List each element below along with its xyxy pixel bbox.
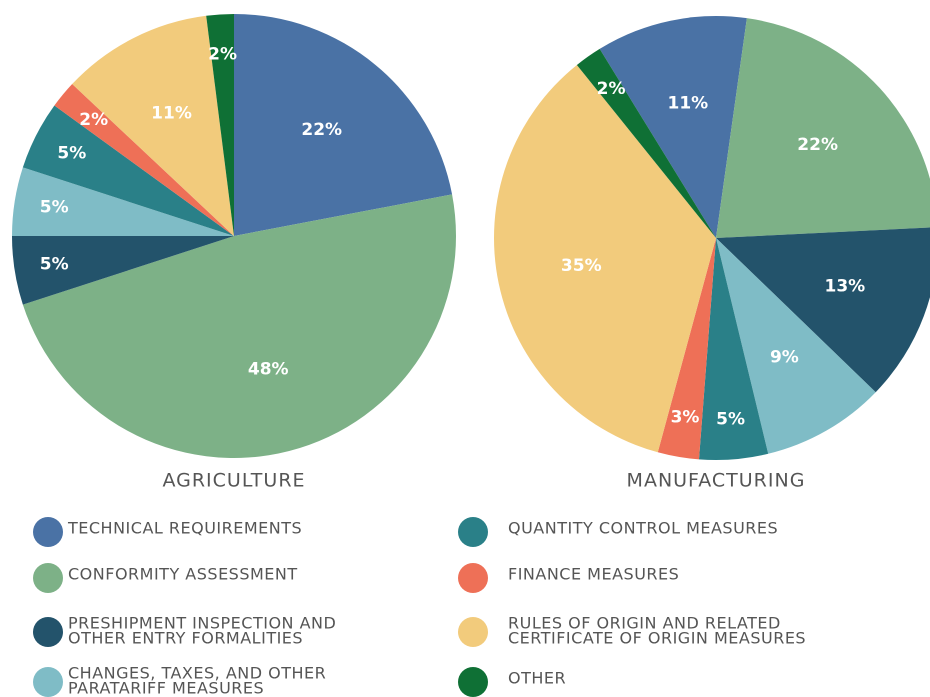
legend-swatch bbox=[33, 563, 63, 593]
pie-slice bbox=[234, 14, 453, 236]
legend-swatch bbox=[458, 517, 488, 547]
data-label: 11% bbox=[151, 103, 192, 123]
legend-label: CERTIFICATE OF ORIGIN MEASURES bbox=[508, 629, 806, 648]
data-label: 48% bbox=[248, 359, 289, 379]
pie-slice bbox=[54, 84, 235, 236]
legend-label: CHANGES, TAXES, AND OTHER bbox=[68, 664, 326, 683]
data-label: 2% bbox=[208, 44, 237, 64]
legend-swatch bbox=[458, 617, 488, 647]
data-label: 9% bbox=[770, 347, 799, 367]
legend-label: TECHNICAL REQUIREMENTS bbox=[67, 519, 302, 538]
chart-title: MANUFACTURING bbox=[627, 470, 806, 492]
data-label: 35% bbox=[561, 256, 602, 276]
pie-slice bbox=[494, 64, 716, 453]
data-label: 2% bbox=[79, 110, 108, 130]
legend-swatch bbox=[33, 517, 63, 547]
legend-label: QUANTITY CONTROL MEASURES bbox=[508, 519, 778, 538]
data-label: 5% bbox=[716, 409, 745, 429]
legend-swatch bbox=[458, 667, 488, 697]
pie-slice bbox=[716, 227, 930, 393]
data-label: 11% bbox=[668, 93, 709, 113]
pie-slice bbox=[72, 15, 234, 237]
legend-swatch bbox=[33, 617, 63, 647]
pie-slice bbox=[716, 18, 930, 238]
pie-slice bbox=[657, 238, 716, 460]
data-label: 5% bbox=[57, 143, 86, 163]
legend-label: RULES OF ORIGIN AND RELATED bbox=[508, 614, 781, 633]
pie-slice bbox=[716, 238, 876, 454]
pie-slice bbox=[12, 236, 234, 305]
data-label: 5% bbox=[40, 198, 69, 218]
data-label: 2% bbox=[597, 79, 626, 99]
data-label: 13% bbox=[824, 276, 865, 296]
data-label: 22% bbox=[301, 120, 342, 140]
pie-slice bbox=[599, 15, 747, 239]
pie-slice bbox=[576, 48, 716, 238]
legend-label: OTHER bbox=[508, 669, 566, 688]
chart-title: AGRICULTURE bbox=[162, 470, 305, 492]
pie-slice bbox=[22, 194, 457, 459]
pie-slice bbox=[22, 105, 235, 236]
legend-label: CONFORMITY ASSESSMENT bbox=[68, 565, 298, 584]
legend-label: PRESHIPMENT INSPECTION AND bbox=[68, 614, 336, 633]
data-label: 22% bbox=[797, 135, 838, 155]
pie-slice bbox=[206, 14, 234, 236]
legend-label: FINANCE MEASURES bbox=[508, 565, 679, 584]
pie-slice bbox=[12, 167, 234, 236]
pie-slice bbox=[698, 238, 769, 461]
legend-label: OTHER ENTRY FORMALITIES bbox=[68, 629, 303, 648]
legend-swatch bbox=[458, 563, 488, 593]
legend-swatch bbox=[33, 667, 63, 697]
data-label: 5% bbox=[40, 254, 69, 274]
data-label: 3% bbox=[671, 407, 700, 427]
legend-label: PARATARIFF MEASURES bbox=[68, 679, 264, 697]
